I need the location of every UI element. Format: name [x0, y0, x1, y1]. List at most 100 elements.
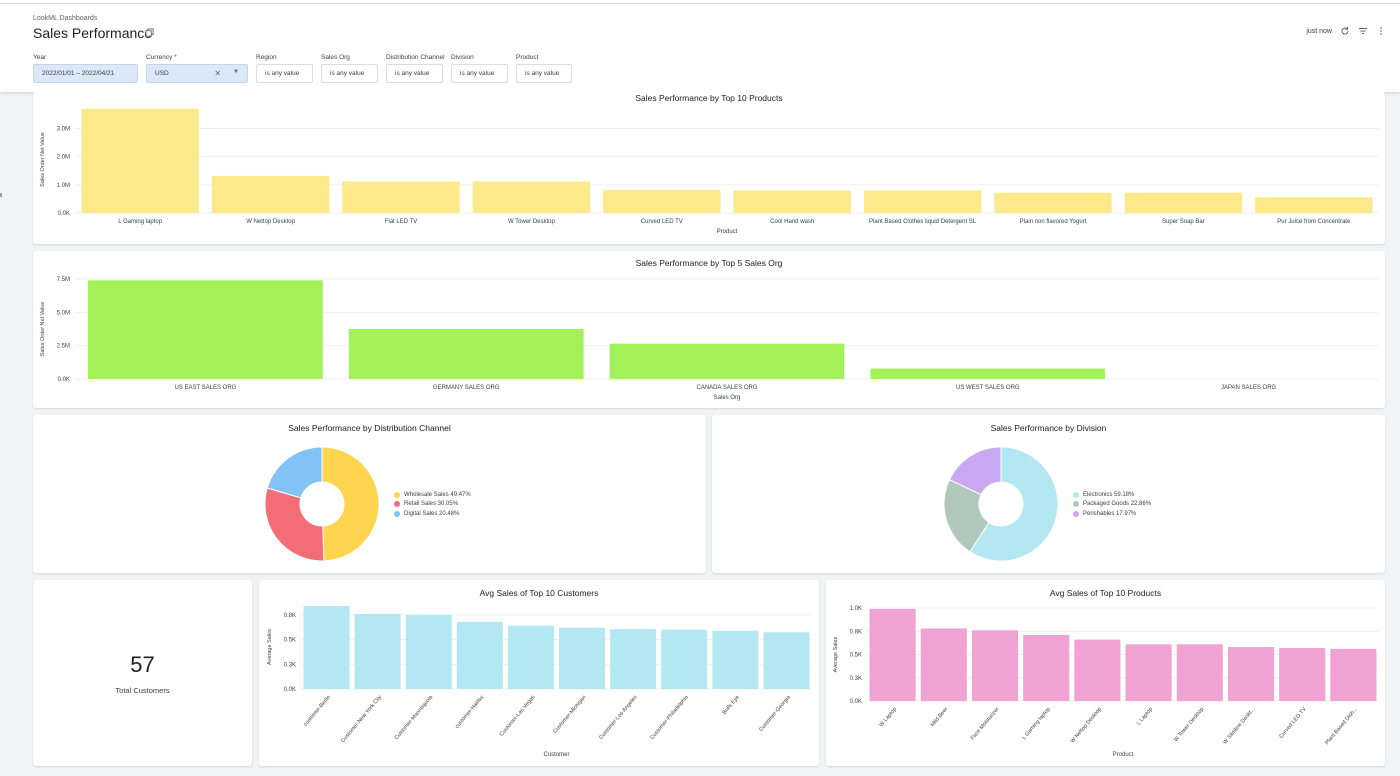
clear-icon[interactable]: ✕ [214, 69, 222, 78]
product-filter-input[interactable]: is any value [516, 64, 572, 83]
bar [971, 630, 1019, 701]
pie-slice [969, 446, 1059, 562]
x-tick-label: Customer-Las Vegas [499, 694, 537, 737]
division-donut [943, 446, 1059, 562]
bar [920, 628, 967, 701]
kpi-value: 57 [130, 652, 155, 677]
legend-item[interactable]: Wholesale Sales 49.47% [394, 490, 471, 500]
bar [472, 181, 591, 213]
sales-org-filter-input[interactable]: is any value [321, 64, 378, 83]
year-filter-input[interactable]: 2022/01/01 – 2022/04/21 [33, 64, 138, 83]
x-axis-title: Customer [543, 752, 569, 758]
filter-label: Sales Org [321, 54, 350, 61]
x-tick-label: GERMANY SALES ORG [433, 385, 500, 391]
x-tick-label: Plant Based Dish... [1324, 706, 1359, 746]
x-tick-label: W Nettop Desktop [246, 219, 295, 225]
x-axis-title: Sales Org [714, 395, 741, 401]
legend-label: Retail Sales 30.05% [404, 501, 459, 508]
pie-slice [321, 446, 380, 562]
pie-slice [266, 446, 323, 499]
bar [342, 181, 460, 213]
x-tick-label: Customer-Georgia [758, 694, 792, 733]
legend-label: Electronics 59.18% [1083, 491, 1135, 498]
x-tick-label: L Gaming laptop [1021, 706, 1051, 741]
bar [348, 329, 584, 379]
x-tick-label: W Tower Desktop [508, 219, 556, 225]
chevron-down-icon[interactable]: ▼ [233, 69, 239, 75]
chart-title: Sales Performance by Top 5 Sales Org [635, 258, 783, 268]
x-tick-label: W Nettop Desktop [1070, 706, 1103, 744]
legend-swatch [1073, 501, 1079, 508]
y-tick-label: 1.0M [57, 183, 70, 189]
distribution-channel-filter-input[interactable]: is any value [386, 64, 443, 83]
x-tick-label: CANADA SALES ORG [696, 385, 757, 391]
y-tick-label: 0.0K [58, 377, 70, 383]
bar [211, 175, 330, 213]
currency-filter-input[interactable]: USD ✕ ▼ [146, 64, 248, 83]
x-tick-label: US EAST SALES ORG [174, 385, 236, 391]
legend-item[interactable]: Digital Sales 20.48% [394, 509, 471, 519]
x-tick-label: W Laptop [878, 706, 898, 728]
tile-top5-sales-org: Sales Performance by Top 5 Sales Org 0.0… [33, 251, 1385, 408]
legend-swatch [1073, 491, 1079, 498]
x-tick-label: Plain non flavored Yogurt [1020, 219, 1087, 225]
y-tick-label: 0.5K [850, 653, 862, 659]
bar [405, 614, 452, 689]
x-tick-label: L Gaming laptop [118, 219, 162, 225]
filter-label: Currency * [146, 54, 177, 61]
x-tick-label: Face Moisturizer [970, 706, 1001, 741]
filter-distribution-channel: Distribution Channel is any value [386, 54, 445, 83]
bar [1125, 644, 1172, 701]
y-tick-label: 7.5M [57, 277, 70, 283]
pie-slice [264, 487, 325, 562]
breadcrumb[interactable]: LookML Dashboards [33, 15, 98, 22]
chart-legend: Wholesale Sales 49.47% Retail Sales 30.0… [394, 490, 471, 519]
chart-legend: Electronics 59.18% Packaged Goods 22.86%… [1073, 490, 1151, 519]
region-filter-input[interactable]: is any value [256, 64, 313, 83]
refresh-icon[interactable] [1340, 26, 1350, 36]
y-axis-title: Average Sales [833, 636, 839, 672]
dashboard-header: LookML Dashboards Sales Performance just… [0, 4, 1400, 92]
bar [869, 608, 916, 701]
bar [1176, 644, 1223, 701]
bar [559, 627, 606, 689]
x-tick-label: Customer-Mannequola [394, 694, 435, 741]
bar [456, 621, 503, 689]
legend-item[interactable]: Perishables 17.97% [1073, 509, 1151, 519]
x-tick-label: Customer-Los Angeles [598, 694, 639, 741]
bar [661, 629, 708, 689]
currency-value: USD [155, 70, 169, 77]
y-axis-title: Sales Order Net Value [40, 302, 46, 357]
chart-title: Sales Performance by Distribution Channe… [288, 423, 451, 433]
more-options-icon[interactable] [1376, 26, 1386, 36]
legend-label: Digital Sales 20.48% [404, 510, 460, 517]
filter-currency: Currency * USD ✕ ▼ [146, 54, 248, 83]
y-tick-label: 0.0K [58, 211, 70, 217]
copy-icon[interactable] [145, 28, 154, 37]
legend-label: Packaged Goods 22.86% [1083, 501, 1152, 508]
filter-label: Year [33, 54, 47, 61]
legend-item[interactable]: Electronics 59.18% [1073, 490, 1151, 500]
bar [733, 190, 851, 213]
x-tick-label: customer-Berlin [303, 694, 332, 727]
tile-avg-customers: Avg Sales of Top 10 Customers 0.0K 0.3K 0.… [259, 580, 819, 766]
x-tick-label: L Laptop [1136, 706, 1154, 726]
legend-item[interactable]: Retail Sales 30.05% [394, 500, 471, 510]
division-filter-input[interactable]: is any value [451, 64, 508, 83]
kpi-label: Total Customers [115, 686, 170, 695]
y-tick-label: 0.0K [850, 699, 862, 705]
legend-swatch [1073, 510, 1079, 517]
avg-products-chart: 0.0K 0.3K 0.5K 0.8K 1.0K Average Sales W Lapto… [833, 606, 1379, 758]
bar [354, 613, 401, 689]
avg-customers-chart: 0.0K 0.3K 0.5K 0.8K Average Sales customer-Be… [267, 605, 812, 758]
filter-label: Distribution Channel [386, 54, 445, 61]
tile-top10-products: Sales Performance by Top 10 Products 0.0… [33, 92, 1385, 244]
x-tick-label: W Tower Desktop [1173, 706, 1205, 743]
filter-icon[interactable] [1358, 26, 1368, 36]
tile-distribution-channel: Sales Performance by Distribution Channe… [33, 415, 706, 573]
y-axis-title: Sales Order Net Value [40, 132, 46, 187]
x-tick-label: Mild Beer [930, 706, 950, 728]
x-tick-label: Cool Hand wash [770, 219, 814, 225]
legend-item[interactable]: Packaged Goods 22.86% [1073, 500, 1151, 510]
y-tick-label: 0.3K [850, 676, 862, 682]
